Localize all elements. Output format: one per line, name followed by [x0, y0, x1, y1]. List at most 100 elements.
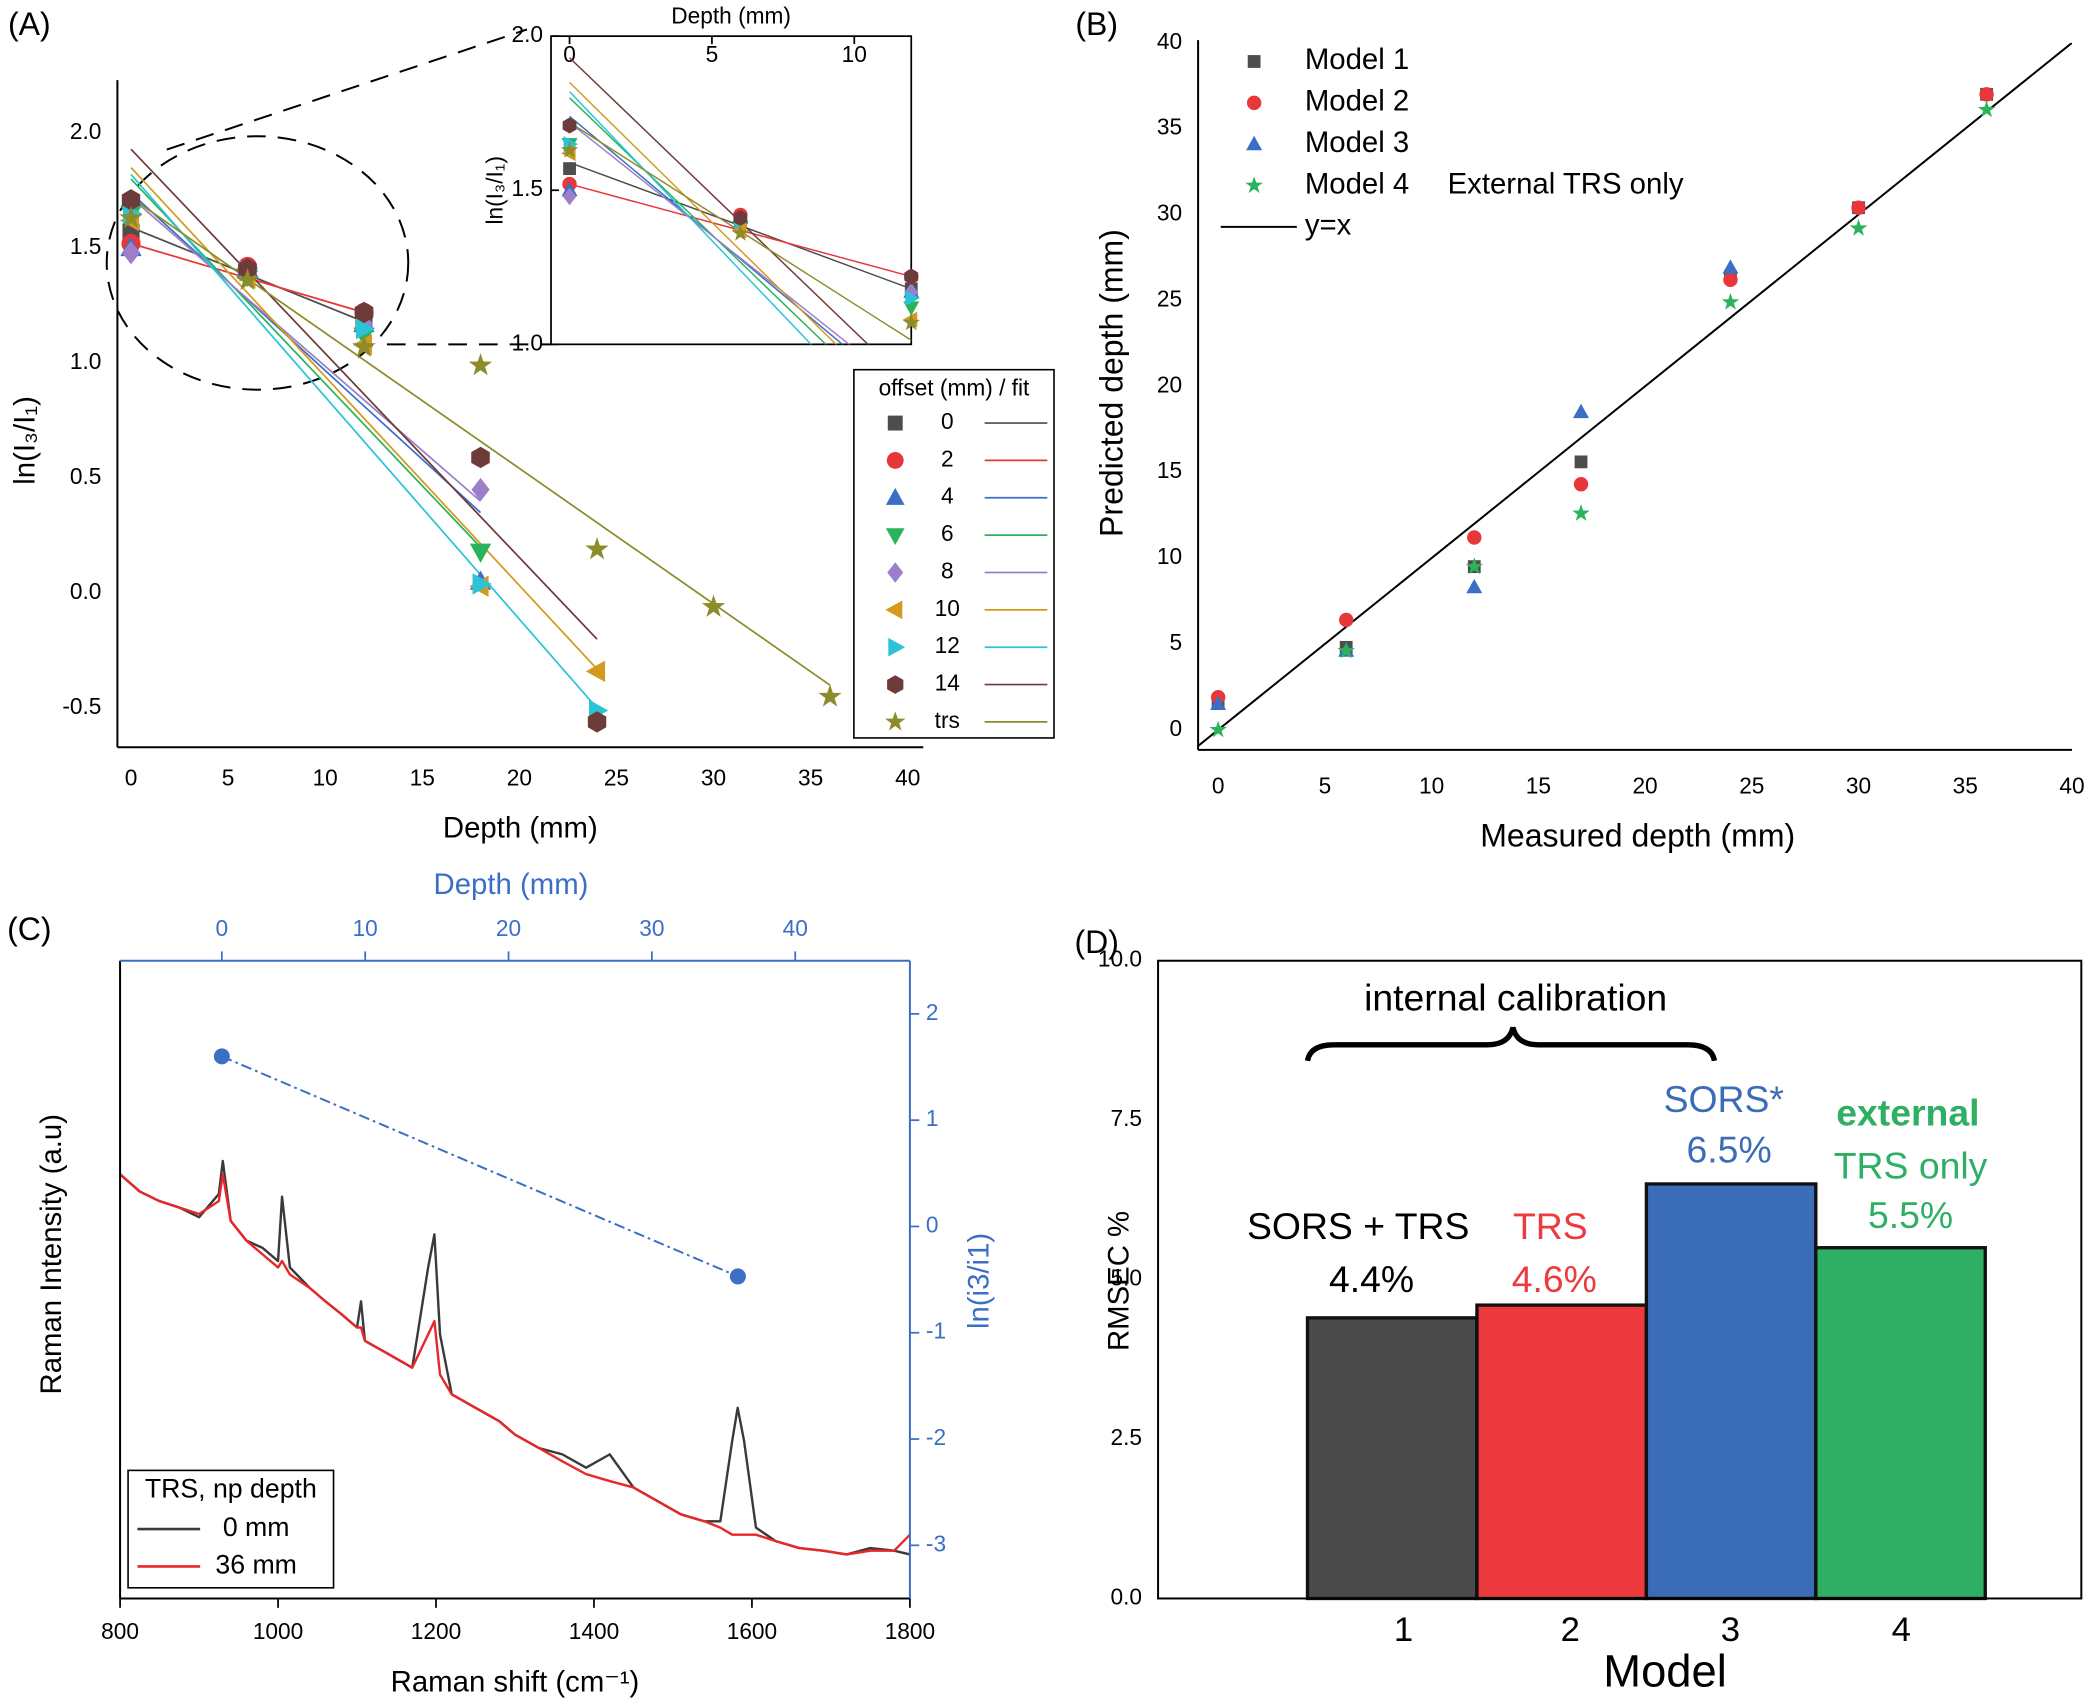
y-tick-label: 15: [1157, 457, 1182, 483]
marker: [562, 117, 577, 134]
inset-frame: [550, 35, 913, 346]
x-tick-label: 30: [1846, 772, 1871, 798]
fit-line: [568, 91, 813, 345]
legend-label: 4: [941, 483, 954, 509]
legend-marker: [885, 600, 903, 620]
marker: [355, 317, 376, 340]
fit-line: [569, 121, 912, 342]
annotation: internal calibration: [1364, 977, 1667, 1019]
marker: [1723, 272, 1738, 288]
y-tick-label: 1: [926, 1105, 939, 1131]
marker: [585, 660, 606, 683]
legend-title: TRS, np depth: [145, 1473, 317, 1503]
fit-line: [130, 192, 482, 514]
fit-line: [130, 148, 598, 640]
marker: [563, 162, 576, 176]
legend-label: 0 mm: [223, 1512, 290, 1542]
x-tick-label: 25: [1739, 772, 1764, 798]
legend-marker: [884, 711, 906, 731]
marker: [1339, 612, 1354, 628]
x-tick-label: 3: [1721, 1611, 1740, 1649]
marker: [468, 353, 493, 376]
value-label: 4.6%: [1512, 1258, 1597, 1300]
x-tick-label: 20: [496, 915, 521, 941]
y-tick-label: 2.0: [511, 21, 543, 47]
y-tick-label: 2.0: [70, 118, 102, 144]
legend-label: Model 4: [1305, 167, 1409, 200]
legend-label: Model 1: [1305, 43, 1409, 76]
y-tick-label: -2: [926, 1424, 946, 1450]
y-tick-label: 1.0: [511, 329, 543, 355]
panel-label: (B): [1075, 6, 1118, 42]
y-tick-label: 35: [1157, 114, 1182, 140]
legend-label: Model 2: [1305, 85, 1409, 118]
x-tick-label: 25: [604, 764, 629, 790]
marker: [1573, 477, 1589, 492]
legend-marker: [886, 452, 904, 469]
bar: [1305, 1316, 1479, 1601]
marker: [469, 543, 492, 563]
x-tick-label: 30: [701, 764, 726, 790]
marker: [733, 209, 748, 227]
y-tick-label: 2: [926, 999, 939, 1025]
legend-label: trs: [935, 707, 960, 733]
legend-label: 14: [935, 670, 960, 696]
y-tick-label: 0: [1169, 715, 1182, 741]
legend-label: 36 mm: [215, 1550, 297, 1580]
x-tick-label: 0: [563, 41, 576, 67]
legend-label: 2: [941, 445, 954, 471]
marker: [352, 334, 376, 357]
y-tick-label: 5.0: [1111, 1265, 1143, 1291]
marker: [905, 290, 920, 307]
zoom-ellipse: [105, 135, 410, 391]
legend-box: [853, 368, 1055, 739]
marker: [1721, 292, 1740, 310]
x-tick-label: 1000: [253, 1618, 303, 1644]
marker: [1465, 557, 1484, 575]
y-tick-label: 2.5: [1111, 1424, 1143, 1450]
legend-marker: [885, 487, 905, 505]
legend-marker: [885, 528, 905, 546]
reference-line: [1198, 42, 2072, 747]
marker: [1466, 578, 1483, 594]
x-tick-label: 1: [1394, 1611, 1413, 1649]
legend-label: Model 3: [1305, 126, 1409, 159]
legend-label: 8: [941, 557, 954, 583]
annotation: SORS + TRS: [1247, 1205, 1469, 1247]
marker: [1573, 403, 1590, 419]
annotation: TRS only: [1834, 1145, 1988, 1187]
legend-marker: [887, 415, 903, 431]
y-tick-label: 1.5: [511, 175, 543, 201]
marker: [1337, 641, 1355, 659]
spectrum: [119, 1173, 911, 1556]
x-tick-label: 1600: [727, 1618, 777, 1644]
panel-label: (D): [1074, 924, 1118, 960]
marker: [585, 537, 609, 560]
marker: [1572, 504, 1590, 521]
fit-line: [130, 166, 598, 670]
marker: [560, 141, 579, 158]
marker: [904, 268, 919, 285]
y-axis-label: ln(I₃/I₁): [8, 396, 41, 485]
inset-x-label: Depth (mm): [671, 2, 791, 28]
x-tick-label: 10: [353, 915, 378, 941]
marker: [1210, 695, 1227, 711]
legend-marker: [887, 675, 904, 694]
x-tick-label: 40: [783, 915, 808, 941]
x-tick-label: 35: [798, 764, 823, 790]
y-tick-label: 0.0: [1111, 1583, 1143, 1609]
marker: [701, 594, 726, 617]
marker: [902, 313, 921, 331]
value-label: 4.4%: [1329, 1258, 1414, 1300]
x-tick-label: 30: [639, 915, 664, 941]
x-tick-label: 0: [1212, 772, 1225, 798]
x-tick-label: 40: [895, 764, 920, 790]
legend-label: y=x: [1305, 209, 1352, 242]
y-tick-label: 5: [1169, 629, 1182, 655]
y-tick-label: -3: [926, 1530, 946, 1556]
marker: [731, 224, 750, 241]
x-tick-label: 0: [125, 764, 138, 790]
x-tick-label: 40: [2059, 772, 2084, 798]
x-tick-label: 800: [101, 1618, 139, 1644]
